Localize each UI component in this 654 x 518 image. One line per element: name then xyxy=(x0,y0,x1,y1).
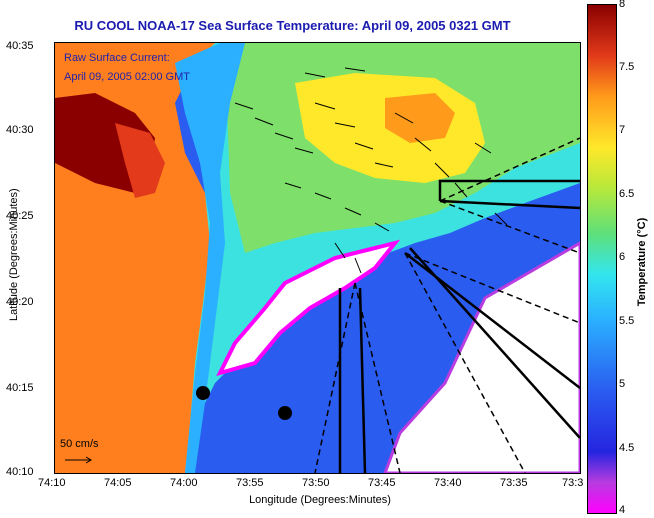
colorbar-tick: 7.5 xyxy=(619,61,635,73)
radar-boxes xyxy=(338,179,580,473)
sst-map xyxy=(54,42,581,474)
x-tick: 74:05 xyxy=(104,477,132,489)
coastal-water xyxy=(175,43,245,473)
x-axis-label: Longitude (Degrees:Minutes) xyxy=(249,494,391,506)
x-tick: 73:50 xyxy=(302,477,330,489)
temperature-colorbar xyxy=(587,4,617,514)
y-tick: 40:25 xyxy=(6,210,34,222)
map-title: RU COOL NOAA-17 Sea Surface Temperature:… xyxy=(74,18,511,33)
warm-bay-edge xyxy=(115,123,165,198)
x-tick: 74:00 xyxy=(170,477,198,489)
y-tick: 40:15 xyxy=(6,382,34,394)
colorbar-tick: 7 xyxy=(619,124,626,136)
sst-map-canvas xyxy=(55,43,580,473)
scale-arrowhead xyxy=(85,456,92,464)
buoy-marker xyxy=(278,406,292,420)
warm-core-orange xyxy=(385,93,455,143)
colorbar-tick: 4 xyxy=(619,504,626,516)
colorbar-tick: 5 xyxy=(619,378,626,390)
y-tick: 40:30 xyxy=(6,124,34,136)
current-vectors xyxy=(234,67,508,274)
legend-line-1: Raw Surface Current: xyxy=(64,52,170,64)
x-tick: 73:55 xyxy=(236,477,264,489)
y-tick: 40:35 xyxy=(6,40,34,52)
y-tick: 40:10 xyxy=(6,466,34,478)
colorbar-tick: 5.5 xyxy=(619,315,635,327)
colorbar-label: Temperature (°C) xyxy=(636,217,648,307)
x-tick: 73:3 xyxy=(562,477,584,489)
cloud-region-2 xyxy=(383,241,580,473)
colorbar-tick: 6 xyxy=(619,251,626,263)
colorbar-tick: 8 xyxy=(619,0,626,10)
x-tick: 73:40 xyxy=(434,477,462,489)
legend-line-2: April 09, 2005 02:00 GMT xyxy=(64,71,190,83)
colorbar-tick: 6.5 xyxy=(619,188,635,200)
x-tick: 73:35 xyxy=(500,477,528,489)
scale-label: 50 cm/s xyxy=(60,438,99,450)
x-tick: 73:45 xyxy=(368,477,396,489)
cloud-region-1 xyxy=(216,239,401,377)
buoy-marker xyxy=(196,386,210,400)
y-tick: 40:20 xyxy=(6,296,34,308)
x-tick: 74:10 xyxy=(38,477,66,489)
colorbar-tick: 4.5 xyxy=(619,442,635,454)
y-axis-label: Latitude (Degrees:Minutes) xyxy=(8,188,20,321)
radar-beams xyxy=(314,137,580,473)
